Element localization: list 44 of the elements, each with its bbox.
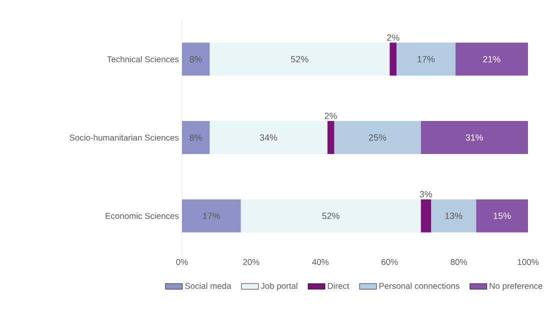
x-tick-label: 60% — [382, 259, 398, 266]
legend-label: Direct — [328, 282, 350, 289]
bar — [182, 121, 210, 154]
bar — [420, 199, 432, 232]
x-tick-label: 80% — [450, 259, 467, 266]
y-tick-label: Socio-humanitarian Sciences — [70, 134, 179, 141]
data-label: 2% — [324, 112, 337, 120]
x-tick-label: 0% — [176, 259, 188, 266]
data-label: 8% — [190, 134, 202, 141]
bar — [420, 121, 528, 154]
bar — [431, 199, 476, 232]
bar — [334, 121, 421, 154]
legend-label: No preference — [490, 282, 542, 291]
legend-label: Personal connections — [379, 282, 460, 289]
data-label: 15% — [494, 212, 511, 219]
x-tick-label: 40% — [312, 259, 329, 266]
bar — [476, 199, 528, 232]
data-label: 21% — [483, 56, 500, 62]
bar — [210, 42, 390, 76]
data-label: 52% — [322, 212, 340, 220]
data-label: 2% — [387, 34, 400, 41]
legend-label: Social meda — [185, 282, 232, 289]
data-label: 8% — [190, 56, 202, 62]
bar — [210, 121, 328, 154]
data-label: 3% — [420, 191, 432, 198]
data-label: 17% — [418, 56, 435, 62]
data-label: 52% — [291, 56, 308, 62]
data-label: 34% — [260, 134, 278, 141]
bar — [327, 121, 334, 154]
data-label: 17% — [203, 212, 220, 219]
x-tick-label: 100% — [518, 259, 539, 266]
data-label: 31% — [466, 134, 484, 141]
bar — [455, 42, 528, 76]
y-tick-label: Economic Sciences — [106, 212, 179, 219]
bar — [240, 199, 421, 232]
x-tick-label: 20% — [243, 259, 260, 266]
bar — [390, 42, 397, 76]
data-label: 13% — [445, 212, 462, 220]
legend-label: Job portal — [260, 282, 298, 291]
data-label: 25% — [368, 134, 386, 141]
bar — [182, 199, 241, 232]
bar — [182, 42, 210, 76]
y-tick-label: Technical Sciences — [107, 56, 179, 62]
bar — [396, 42, 456, 76]
